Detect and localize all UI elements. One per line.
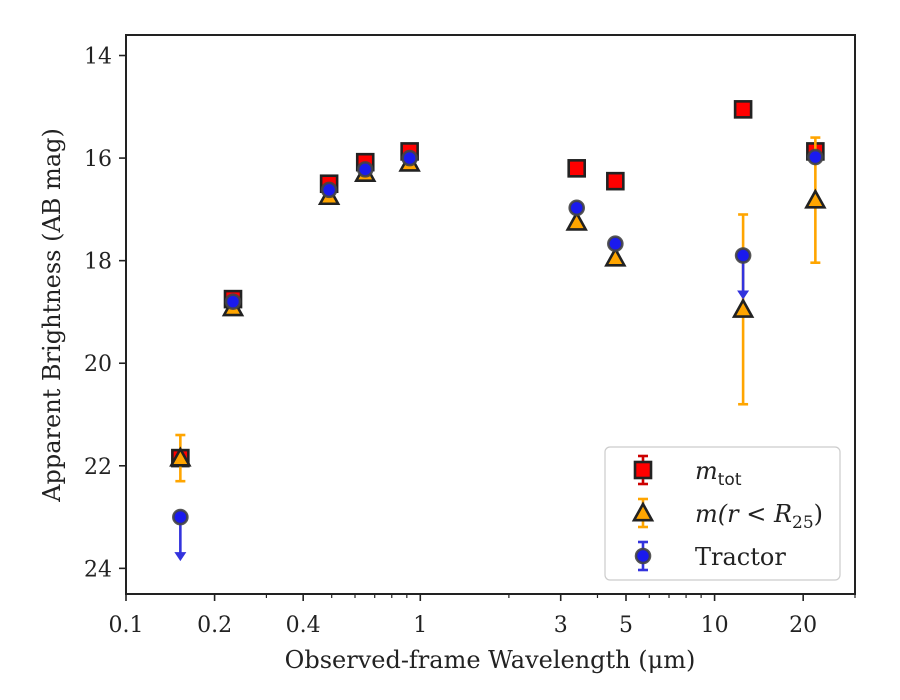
data-point-tractor [807, 148, 824, 166]
legend-label-m_tot: mtot [695, 457, 742, 490]
data-point-tractor [607, 235, 624, 253]
y-tick-label: 22 [84, 455, 112, 480]
plot-area [125, 34, 856, 595]
data-point-m_tot [567, 159, 587, 178]
x-axis-label: Observed-frame Wavelength (μm) [285, 646, 696, 674]
series-tractor [172, 148, 824, 562]
data-point-tractor [356, 161, 374, 178]
axes-frame [125, 34, 856, 595]
x-tick-label: 0.2 [197, 613, 232, 638]
x-tick-label: 3 [554, 613, 568, 638]
y-tick-label: 20 [84, 352, 112, 377]
data-point-m_tot [733, 100, 753, 119]
y-tick-label: 16 [84, 147, 112, 172]
y-axis-label: Apparent Brightness (AB mag) [38, 128, 66, 503]
x-tick-label: 10 [701, 613, 729, 638]
data-point-tractor [734, 247, 752, 264]
limit-arrow-head [737, 290, 750, 300]
legend-label-tractor: Tractor [695, 543, 786, 571]
y-tick-label: 24 [84, 557, 112, 582]
y-axis: 14 16 18 20 22 24 [84, 45, 126, 582]
legend-marker-m_tot [633, 460, 653, 480]
x-tick-label: 1 [413, 613, 427, 638]
y-tick-label: 14 [84, 45, 112, 70]
limit-arrow-head [174, 552, 187, 562]
data-point-tractor [401, 149, 418, 167]
data-point-m_r25 [604, 246, 627, 267]
data-point-tractor [568, 199, 586, 217]
data-point-m_r25 [804, 188, 827, 209]
data-point-m_r25 [731, 297, 755, 318]
legend-marker-tractor [634, 547, 652, 565]
x-tick-label: 0.1 [109, 613, 144, 638]
data-points [169, 100, 827, 562]
data-point-tractor [320, 181, 338, 199]
x-tick-label: 0.4 [286, 613, 321, 638]
y-tick-label: 18 [84, 250, 112, 275]
x-tick-label: 5 [619, 613, 633, 638]
data-point-tractor [224, 293, 242, 310]
series-m_tot [171, 100, 825, 468]
data-point-m_r25 [565, 210, 588, 231]
data-point-tractor [172, 508, 189, 526]
legend-marker-m_r25 [631, 501, 655, 522]
x-axis: 0.1 0.2 0.4 1 3 5 10 20 [109, 594, 856, 638]
data-point-m_tot [606, 171, 625, 191]
data-point-m_r25 [169, 446, 192, 467]
legend-box [604, 446, 841, 581]
series-m_r25 [169, 136, 827, 483]
legend: mtot m(r < R25) Tractor [604, 446, 841, 581]
legend-label-m_r25: m(r < R25) [695, 500, 823, 533]
x-tick-label: 20 [789, 613, 817, 638]
